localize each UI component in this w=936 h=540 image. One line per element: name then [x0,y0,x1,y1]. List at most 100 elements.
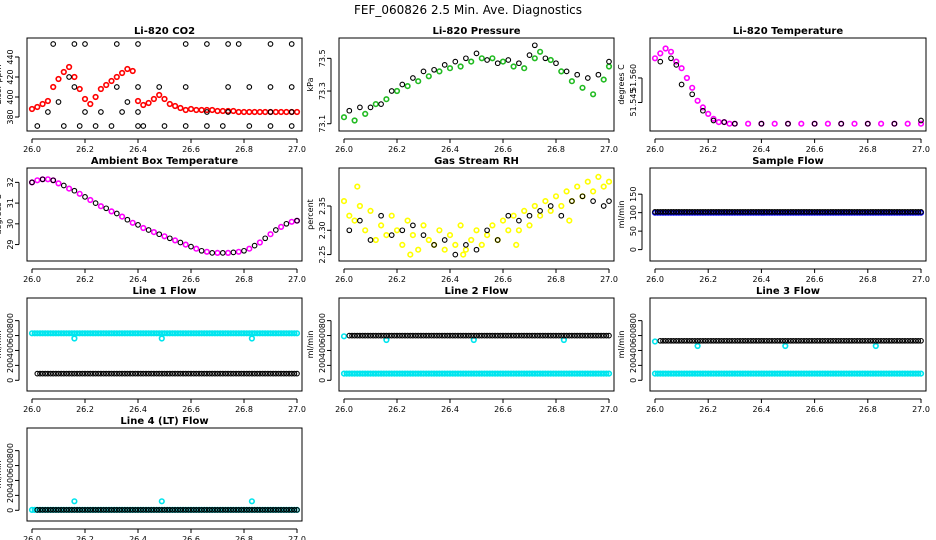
data-point [185,370,192,377]
data-point [728,370,736,377]
data-point [904,209,911,215]
data-point [676,209,682,215]
x-tick-label: 26.2 [699,275,717,284]
data-point [362,110,369,117]
data-point [606,198,612,204]
data-point [209,507,216,513]
data-point [219,107,226,115]
data-point [851,209,858,215]
data-point [37,507,43,513]
x-tick-label: 26.4 [752,275,770,284]
data-point [288,123,295,129]
data-point [68,507,75,513]
data-point [378,222,385,229]
data-point [262,108,269,116]
series-box-temp-black- [29,176,300,256]
chart-title: Sample Flow [752,156,824,167]
plot-frame [649,167,927,262]
data-point [763,209,770,215]
data-point [463,332,469,339]
data-point [60,370,67,377]
data-point [668,55,674,62]
y-axis-label: ml/min [0,461,3,489]
data-point [198,247,205,254]
data-point [259,370,266,377]
data-point [82,41,88,47]
data-point [393,87,401,95]
series-line-2-black- [346,332,612,339]
data-point [590,198,596,204]
data-point [806,337,813,344]
x-tick-label: 26.6 [806,145,824,154]
data-point [694,342,701,350]
data-point [177,370,184,377]
data-point [721,209,728,215]
data-point [558,212,565,219]
data-point [779,209,786,215]
x-tick-label: 26.2 [388,145,406,154]
y-tick-label: 200 [6,358,15,373]
chart-panel-6: Sample Flow 26.0 26.2 26.4 26.6 26.8 27.0 0 50 10… [617,156,930,284]
data-point [420,232,427,238]
plot-frame [649,37,927,132]
data-point [785,120,791,127]
data-point [425,236,432,244]
data-point [90,507,96,513]
data-point [182,41,189,47]
data-point [92,370,99,377]
data-point [795,337,802,344]
data-point [542,198,549,205]
data-point [785,337,791,344]
data-point [185,507,192,513]
data-point [206,370,213,377]
x-tick-label: 26.2 [388,275,406,284]
x-tick-label: 26.6 [806,275,824,284]
data-point [198,106,205,114]
data-point [502,332,509,339]
data-point [600,76,607,83]
data-point [209,250,216,256]
data-point [835,209,842,215]
data-point [116,370,123,377]
data-point [76,85,83,93]
x-tick-label: 27.0 [288,535,306,540]
data-point [135,370,141,377]
data-point [351,117,358,124]
data-point [188,507,194,513]
data-point [103,205,110,212]
y-tick-label: 440 [6,49,15,64]
data-point [388,232,395,238]
data-point [899,337,906,344]
data-point [918,117,924,124]
data-point [145,227,152,233]
data-point [673,62,680,68]
data-point [436,332,443,339]
data-point [124,65,131,73]
data-point [278,370,284,377]
data-point [708,209,714,215]
data-point [71,498,78,505]
data-point [193,370,200,377]
data-point [68,370,75,377]
data-point [841,337,847,344]
data-point [359,332,366,339]
data-point [267,507,274,513]
data-point [151,507,157,513]
data-point [39,370,46,377]
data-point [76,370,83,377]
data-point [354,332,361,339]
data-point [182,370,189,377]
y-axis-label: percent [306,199,315,230]
data-point [875,209,882,215]
data-point [150,95,157,103]
data-point [526,212,533,219]
data-point [288,84,295,90]
data-point [801,337,807,344]
data-point [34,370,41,377]
chart-title: Line 2 Flow [445,286,509,297]
data-point [103,370,110,377]
data-point [278,108,285,116]
data-point [354,183,361,190]
data-point [915,337,922,344]
